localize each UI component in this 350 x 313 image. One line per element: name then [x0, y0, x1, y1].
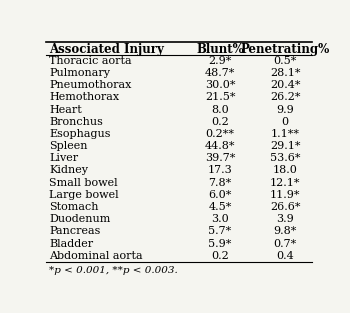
- Text: 48.7*: 48.7*: [205, 68, 235, 78]
- Text: 9.8*: 9.8*: [273, 226, 297, 236]
- Text: 3.0: 3.0: [211, 214, 229, 224]
- Text: 53.6*: 53.6*: [270, 153, 300, 163]
- Text: Thoracic aorta: Thoracic aorta: [49, 56, 132, 66]
- Text: 30.0*: 30.0*: [205, 80, 235, 90]
- Text: Heart: Heart: [49, 105, 82, 115]
- Text: 0: 0: [282, 117, 289, 127]
- Text: 26.2*: 26.2*: [270, 92, 300, 102]
- Text: Large bowel: Large bowel: [49, 190, 119, 200]
- Text: Esophagus: Esophagus: [49, 129, 111, 139]
- Text: 7.8*: 7.8*: [209, 178, 232, 188]
- Text: 11.9*: 11.9*: [270, 190, 300, 200]
- Text: Pulmonary: Pulmonary: [49, 68, 110, 78]
- Text: 9.9: 9.9: [276, 105, 294, 115]
- Text: Penetrating%: Penetrating%: [240, 43, 330, 56]
- Text: 12.1*: 12.1*: [270, 178, 300, 188]
- Text: 4.5*: 4.5*: [208, 202, 232, 212]
- Text: 0.2: 0.2: [211, 117, 229, 127]
- Text: Bronchus: Bronchus: [49, 117, 103, 127]
- Text: Spleen: Spleen: [49, 141, 88, 151]
- Text: 5.7*: 5.7*: [209, 226, 232, 236]
- Text: 17.3: 17.3: [208, 166, 232, 176]
- Text: 3.9: 3.9: [276, 214, 294, 224]
- Text: 18.0: 18.0: [273, 166, 298, 176]
- Text: 44.8*: 44.8*: [205, 141, 235, 151]
- Text: 0.2**: 0.2**: [205, 129, 234, 139]
- Text: *p < 0.001, **p < 0.003.: *p < 0.001, **p < 0.003.: [49, 265, 178, 275]
- Text: Kidney: Kidney: [49, 166, 88, 176]
- Text: Small bowel: Small bowel: [49, 178, 118, 188]
- Text: 20.4*: 20.4*: [270, 80, 300, 90]
- Text: 0.2: 0.2: [211, 251, 229, 261]
- Text: 28.1*: 28.1*: [270, 68, 300, 78]
- Text: 0.4: 0.4: [276, 251, 294, 261]
- Text: 26.6*: 26.6*: [270, 202, 300, 212]
- Text: 6.0*: 6.0*: [208, 190, 232, 200]
- Text: 8.0: 8.0: [211, 105, 229, 115]
- Text: Duodenum: Duodenum: [49, 214, 111, 224]
- Text: Associated Injury: Associated Injury: [49, 43, 164, 56]
- Text: 29.1*: 29.1*: [270, 141, 300, 151]
- Text: 1.1**: 1.1**: [271, 129, 300, 139]
- Text: 0.5*: 0.5*: [273, 56, 297, 66]
- Text: Pancreas: Pancreas: [49, 226, 100, 236]
- Text: 0.7*: 0.7*: [274, 239, 297, 249]
- Text: Hemothorax: Hemothorax: [49, 92, 119, 102]
- Text: Bladder: Bladder: [49, 239, 93, 249]
- Text: Stomach: Stomach: [49, 202, 99, 212]
- Text: 2.9*: 2.9*: [208, 56, 232, 66]
- Text: Abdominal aorta: Abdominal aorta: [49, 251, 143, 261]
- Text: Liver: Liver: [49, 153, 78, 163]
- Text: Blunt%: Blunt%: [196, 43, 244, 56]
- Text: 39.7*: 39.7*: [205, 153, 235, 163]
- Text: 21.5*: 21.5*: [205, 92, 235, 102]
- Text: Pneumothorax: Pneumothorax: [49, 80, 132, 90]
- Text: 5.9*: 5.9*: [208, 239, 232, 249]
